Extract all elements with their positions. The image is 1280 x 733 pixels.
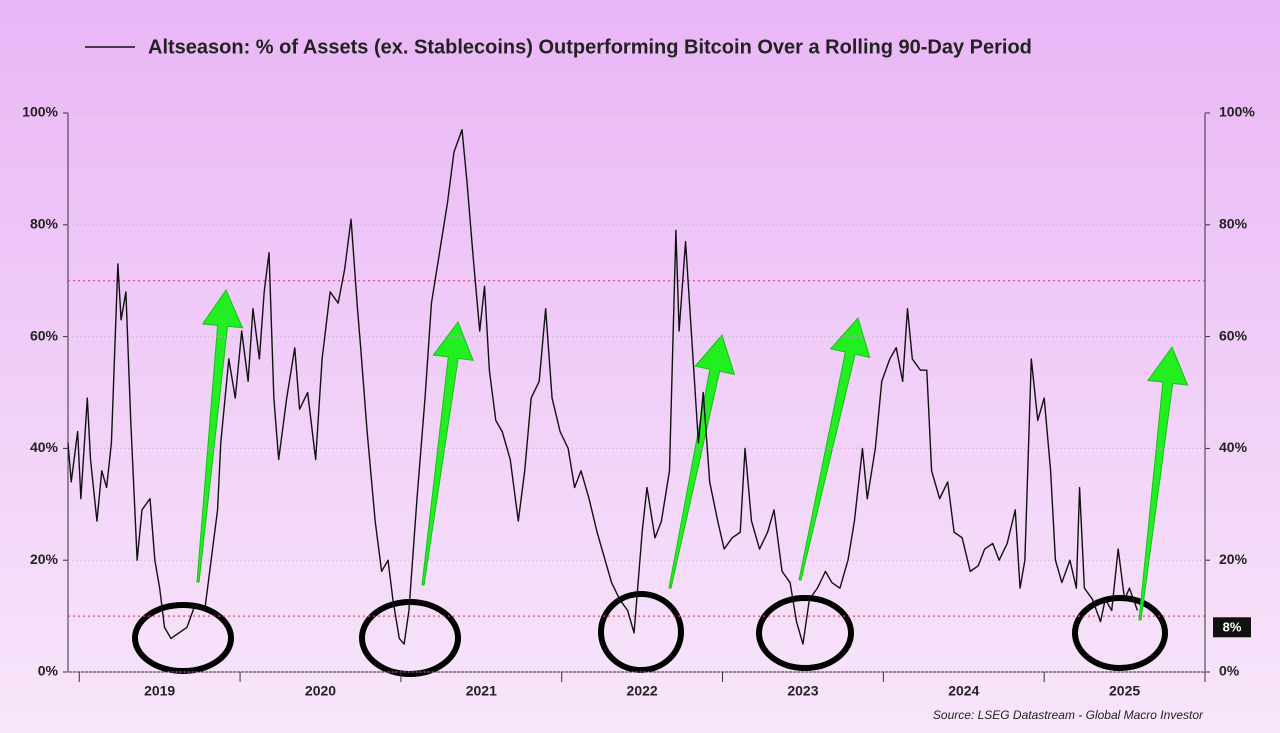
x-tick-label: 2024 [948,683,979,699]
y2-tick-label: 60% [1219,327,1248,343]
x-tick-label: 2025 [1109,683,1140,699]
annotations [132,288,1189,677]
highlight-arrow [668,333,736,589]
y-tick-label: 60% [30,327,59,343]
y-tick-label: 100% [22,104,58,120]
x-tick-label: 2021 [466,683,497,699]
y2-tick-label: 0% [1219,663,1240,679]
x-tick-label: 2022 [627,683,658,699]
last-value-text: 8% [1223,620,1242,635]
y2-tick-label: 100% [1219,104,1255,120]
highlight-circle [132,602,234,674]
y2-tick-label: 40% [1219,439,1248,455]
highlight-arrow [421,320,474,586]
x-tick-label: 2019 [144,683,175,699]
y-tick-label: 40% [30,439,59,455]
highlight-arrow [196,288,244,583]
last-value-badge [1213,617,1251,638]
series-line [67,129,1139,645]
source: Source: LSEG Datastream - Global Macro I… [933,708,1204,722]
x-tick-label: 2023 [787,683,818,699]
highlight-circle [1072,595,1168,671]
y2-tick-label: 20% [1219,551,1248,567]
highlight-arrow [1138,345,1189,621]
highlight-circle [756,595,854,671]
highlight-arrow [798,316,871,581]
highlight-circle [359,599,461,677]
y-tick-label: 20% [30,551,59,567]
highlight-circle [598,591,684,673]
y-tick-label: 80% [30,216,59,232]
y2-tick-label: 80% [1219,216,1248,232]
x-tick-label: 2020 [305,683,336,699]
legend-label: Altseason: % of Assets (ex. Stablecoins)… [148,36,1032,58]
y-tick-label: 0% [38,663,59,679]
